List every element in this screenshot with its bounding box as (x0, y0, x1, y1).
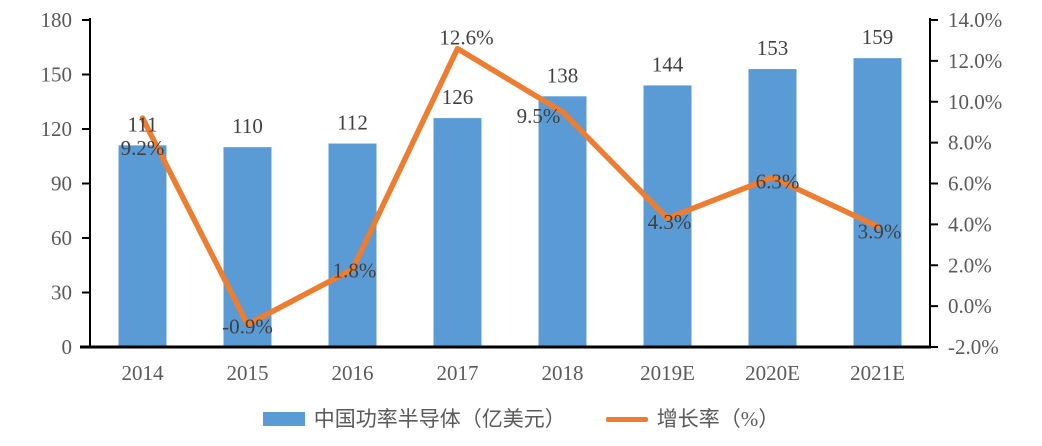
x-axis-label-2019E: 2019E (640, 361, 695, 385)
left-axis-tick-label: 180 (41, 8, 73, 32)
left-axis-tick-label: 30 (51, 281, 72, 305)
bar-label-2018: 138 (547, 63, 579, 87)
legend-label-bar-series: 中国功率半导体（亿美元） (313, 407, 566, 431)
x-axis-label-2021E: 2021E (850, 361, 905, 385)
bar-2016 (328, 143, 377, 347)
right-axis-tick-label: 2.0% (948, 253, 992, 277)
point-label-2020E: 6.3% (756, 169, 800, 193)
point-label-2016: 1.8% (333, 258, 377, 282)
bar-label-2021E: 159 (862, 25, 894, 49)
point-label-2017: 12.6% (439, 26, 493, 50)
right-axis-tick-label: 8.0% (948, 131, 992, 155)
growth-rate-line (139, 45, 881, 328)
x-axis-label-2020E: 2020E (745, 361, 800, 385)
left-axis-tick-label: 120 (41, 117, 73, 141)
x-axis-label-2018: 2018 (542, 361, 584, 385)
left-axis-tick-label: 150 (41, 63, 73, 87)
bar-label-2019E: 144 (652, 52, 684, 76)
right-axis-tick-label: -2.0% (948, 335, 999, 359)
chart-legend: 中国功率半导体（亿美元） 增长率（%） (0, 404, 1042, 434)
x-axis-label-2016: 2016 (332, 361, 374, 385)
point-label-2014: 9.2% (121, 136, 165, 160)
right-axis-tick-label: 10.0% (948, 90, 1002, 114)
point-label-2019E: 4.3% (648, 210, 692, 234)
x-axis-label-2014: 2014 (122, 361, 165, 385)
line-series-swatch-icon (605, 416, 648, 422)
x-axis-label-2017: 2017 (437, 361, 479, 385)
bar-label-2016: 112 (337, 111, 368, 135)
point-label-2015: -0.9% (222, 315, 273, 339)
left-axis-tick-label: 60 (51, 226, 72, 250)
bar-label-2015: 110 (232, 114, 263, 138)
right-axis-tick-label: 12.0% (948, 49, 1002, 73)
bar-label-2020E: 153 (757, 36, 789, 60)
right-axis-tick-label: 4.0% (948, 212, 992, 236)
bar-2020E (748, 69, 797, 348)
legend-item-bar-series: 中国功率半导体（亿美元） (262, 404, 566, 434)
left-axis-tick-label: 0 (62, 335, 73, 359)
legend-label-line-series: 增长率（%） (656, 407, 780, 431)
bar-2021E (853, 58, 902, 348)
right-axis-tick-label: 6.0% (948, 172, 992, 196)
bar-2018 (538, 96, 587, 347)
left-axis-tick-label: 90 (51, 172, 72, 196)
legend-item-line-series: 增长率（%） (605, 404, 780, 434)
bar-label-2014: 111 (128, 112, 158, 136)
bar-2017 (433, 118, 482, 347)
x-axis-label-2015: 2015 (227, 361, 269, 385)
combo-chart-canvas: 0 30 60 90 120 150 180 -2.0% 0.0% 2.0% 4.0% 6.0% 8.0… (41, 8, 1003, 385)
bar-2014 (118, 145, 167, 347)
bar-label-2017: 126 (442, 85, 474, 109)
bar-series-swatch-icon (262, 412, 305, 426)
point-label-2021E: 3.9% (858, 219, 902, 243)
point-label-2018: 9.5% (517, 104, 561, 128)
right-axis-tick-label: 0.0% (948, 294, 992, 318)
right-axis-tick-label: 14.0% (948, 8, 1002, 32)
